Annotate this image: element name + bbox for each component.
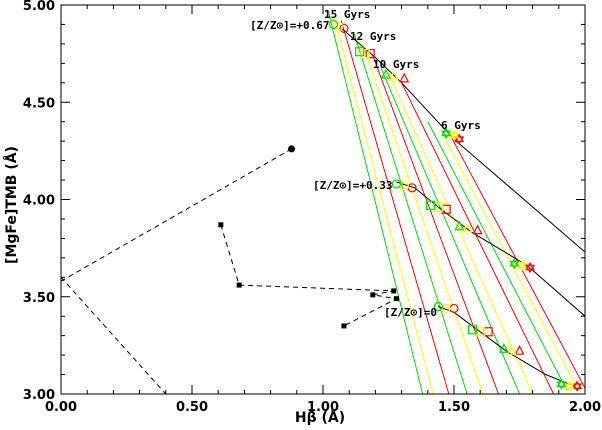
model-marker-triangle: [454, 220, 465, 231]
x-axis-title: Hβ (Å): [295, 409, 345, 426]
model-marker-star: [517, 259, 528, 272]
model-marker-star: [509, 258, 520, 270]
y-tick-label: 4.00: [23, 194, 55, 209]
model-marker-triangle: [399, 72, 410, 83]
model-line: [401, 82, 555, 394]
model-line: [340, 20, 450, 394]
model-line: [427, 121, 568, 391]
label-10-gyrs: 10 Gyrs: [373, 58, 419, 71]
model-marker-star: [449, 129, 459, 141]
label-12-gyrs: 12 Gyrs: [350, 30, 396, 43]
isochrone-lines: [340, 27, 585, 387]
model-line: [333, 14, 434, 394]
model-marker-triangle: [506, 344, 517, 355]
label-metallicity-067: [Z/Z⊙]=+0.67: [250, 19, 329, 32]
model-marker-circle: [433, 301, 443, 312]
model-marker-triangle: [472, 224, 483, 235]
x-tick-label: 0.50: [176, 400, 208, 415]
dashed-track-line: [220, 224, 398, 327]
y-tick-label: 5.00: [23, 0, 55, 14]
metallicity-line: [438, 306, 575, 387]
x-tick-label: 2.00: [569, 400, 601, 415]
model-line: [327, 10, 424, 394]
model-line: [380, 67, 520, 394]
model-marker-triangle: [388, 70, 399, 81]
label-6-gyrs: 6 Gyrs: [441, 119, 481, 132]
model-marker-circle: [339, 23, 349, 33]
model-marker-circle: [328, 19, 339, 30]
y-tick-label: 4.50: [23, 96, 55, 111]
label-metallicity-0: [Z/Z⊙]=0: [384, 306, 437, 319]
model-marker-square: [425, 200, 436, 210]
model-marker-square: [483, 327, 493, 337]
tick-labels: 0.00 0.50 1.00 1.50 2.00 3.00 3.50 4.00 4.50 5.00: [23, 0, 601, 415]
observed-point-square: [370, 292, 376, 298]
observed-point-square: [341, 323, 347, 329]
model-marker-square: [360, 49, 370, 59]
model-marker-star: [564, 380, 575, 392]
model-line: [361, 43, 484, 394]
observed-point-square: [393, 296, 399, 302]
model-marker-square: [355, 47, 365, 57]
y-axis-title: [MgFe]TMB (Å): [3, 146, 20, 264]
axis-ticks: [60, 4, 586, 395]
model-marker-circle: [334, 21, 344, 31]
model-marker-star: [572, 380, 583, 392]
model-marker-triangle: [462, 222, 473, 233]
y-tick-label: 3.00: [23, 388, 55, 403]
model-line: [440, 131, 578, 389]
dashed-track-line: [61, 276, 167, 394]
metallicity-line: [396, 181, 585, 317]
observed-point-circle: [288, 145, 296, 153]
model-marker-triangle: [498, 342, 509, 353]
observed-point-square: [236, 282, 242, 288]
model-line: [353, 34, 468, 394]
observed-point-square: [391, 288, 397, 294]
label-15-gyrs: 15 Gyrs: [324, 8, 370, 21]
model-marker-triangle: [514, 344, 525, 355]
model-marker-square: [365, 49, 375, 59]
model-marker-star: [556, 378, 567, 391]
model-line: [388, 72, 534, 394]
label-metallicity-033: [Z/Z⊙]=+0.33: [313, 179, 392, 192]
model-marker-triangle: [380, 68, 391, 79]
model-markers: [328, 19, 583, 392]
y-tick-label: 3.50: [23, 291, 55, 306]
x-tick-label: 1.00: [307, 400, 339, 415]
dashed-track-line: [61, 148, 292, 282]
model-line: [450, 137, 585, 389]
model-lines: [327, 10, 585, 394]
model-marker-square: [467, 325, 477, 335]
observed-point-square: [218, 222, 224, 228]
model-marker-square: [441, 204, 451, 214]
model-marker-star: [525, 261, 535, 274]
x-tick-label: 0.00: [45, 400, 77, 415]
observation-track-lines: [61, 148, 398, 394]
observed-points: [218, 145, 399, 329]
model-line: [372, 55, 499, 394]
x-tick-label: 1.50: [438, 400, 470, 415]
model-marker-circle: [391, 179, 401, 189]
model-marker-star: [441, 127, 452, 140]
